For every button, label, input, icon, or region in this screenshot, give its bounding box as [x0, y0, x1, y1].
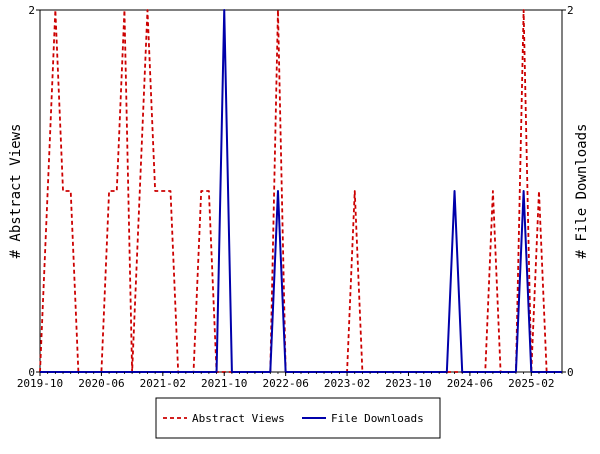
- legend: Abstract Views File Downloads: [156, 398, 440, 438]
- y-axis-right-title: # File Downloads: [574, 124, 590, 259]
- x-tick-label: 2020-06: [78, 377, 124, 390]
- series-line-file-downloads: [40, 10, 562, 372]
- x-tick-label: 2025-02: [508, 377, 554, 390]
- x-tick-label: 2023-02: [324, 377, 370, 390]
- legend-label-file-downloads: File Downloads: [331, 412, 424, 425]
- x-tick-label: 2019-10: [17, 377, 63, 390]
- x-tick-label: 2021-02: [140, 377, 186, 390]
- tick-layer: 2019-10 2020-06 2021-02 2021-10 2022-06 2023-…: [17, 4, 574, 390]
- y-right-tick-label: 0: [567, 366, 574, 379]
- series-layer: [40, 10, 562, 372]
- x-tick-label: 2024-06: [447, 377, 493, 390]
- y-left-tick-label: 2: [28, 4, 35, 17]
- y-left-tick-label: 0: [28, 366, 35, 379]
- y-axis-left-title: # Abstract Views: [8, 124, 24, 259]
- series-line-abstract-views: [40, 10, 562, 372]
- x-tick-label: 2021-10: [201, 377, 247, 390]
- plot-frame: [40, 10, 562, 372]
- x-tick-label: 2022-06: [262, 377, 308, 390]
- legend-label-abstract-views: Abstract Views: [192, 412, 285, 425]
- x-tick-label: 2023-10: [385, 377, 431, 390]
- y-right-tick-label: 2: [567, 4, 574, 17]
